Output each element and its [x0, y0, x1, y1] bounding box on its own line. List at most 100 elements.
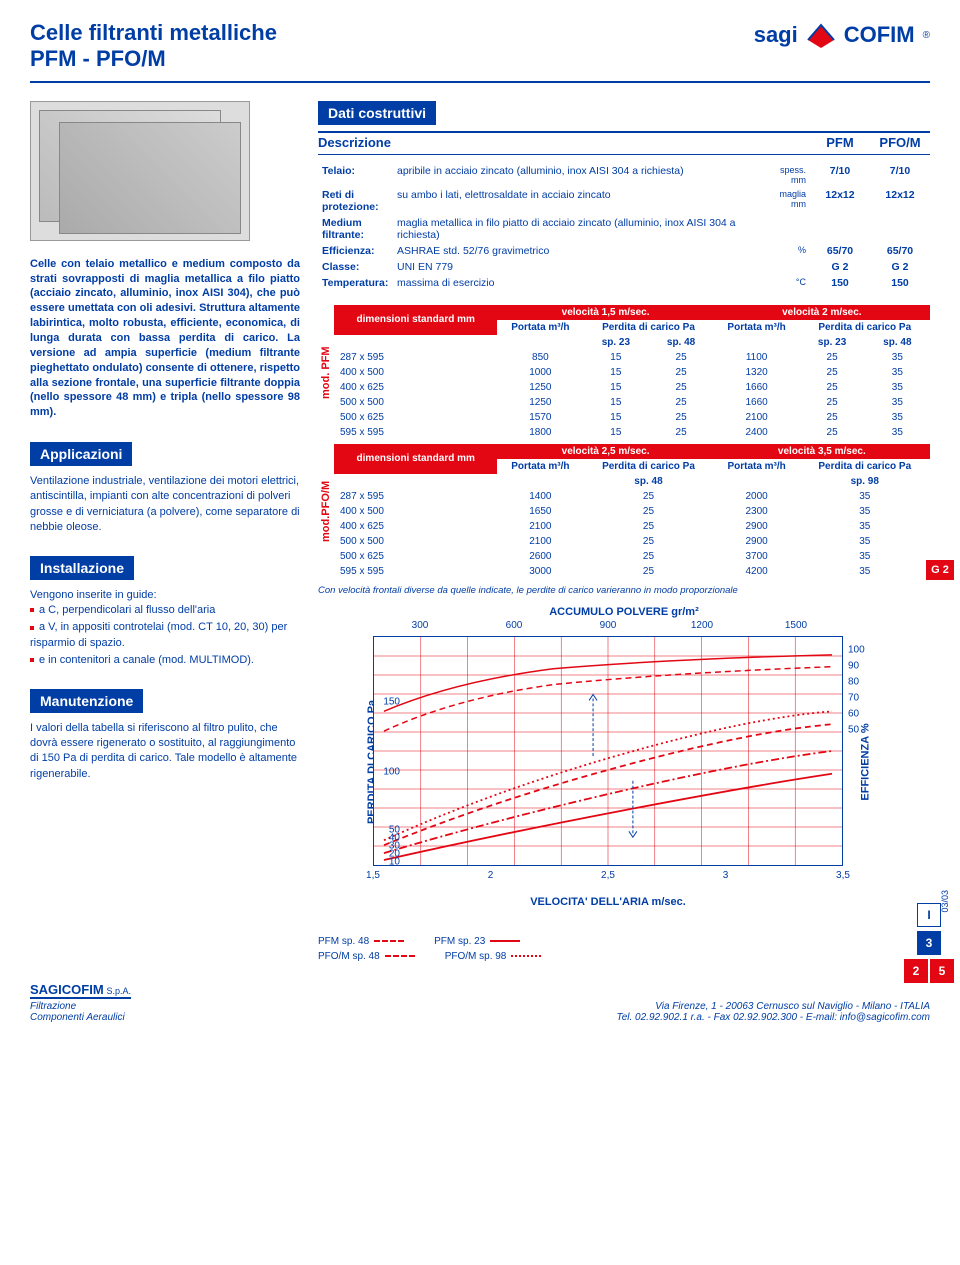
perf-cell: 15 [583, 365, 648, 380]
spec-table: Telaio:apribile in acciaio zincato (allu… [318, 163, 930, 291]
footer-addr: Via Firenze, 1 - 20063 Cernusco sul Navi… [617, 1001, 930, 1012]
legend-label: PFM sp. 48 [318, 936, 369, 947]
perf-cell: 1320 [714, 365, 800, 380]
footer-sub2: Componenti Aeraulici [30, 1012, 131, 1023]
perf-cell: 25 [583, 549, 713, 564]
dati-heading: Dati costruttivi [318, 101, 436, 125]
dati-header-row: Descrizione PFM PFO/M [318, 135, 930, 155]
perf-sp48: sp. 48 [648, 335, 713, 350]
section-installazione-body: Vengono inserite in guide: a C, perpendi… [30, 588, 300, 669]
perf-sp98: sp. 98 [800, 474, 930, 489]
spec-v2 [870, 215, 930, 243]
logo-icon [806, 20, 836, 50]
footer-right: Via Firenze, 1 - 20063 Cernusco sul Navi… [617, 1001, 930, 1023]
x-tick: 1,5 [366, 870, 380, 881]
spec-unit: spess. mm [759, 163, 810, 187]
perf-cell: 1250 [497, 395, 583, 410]
page-header: Celle filtranti metalliche PFM - PFO/M s… [30, 20, 930, 83]
chart-legend: PFM sp. 48PFM sp. 23PFO/M sp. 48PFO/M sp… [318, 936, 930, 962]
perf-portata-head: Portata m³/h [714, 320, 800, 335]
spec-key: Medium filtrante: [318, 215, 393, 243]
perf-cell: 25 [800, 395, 865, 410]
main-content: Celle con telaio metallico e medium comp… [30, 101, 930, 962]
title-line-1: Celle filtranti metalliche [30, 20, 277, 46]
perf-cell: 25 [648, 350, 713, 365]
spec-desc: maglia metallica in filo piatto di accia… [393, 215, 759, 243]
perf-cell: 1800 [497, 425, 583, 440]
perf-cell: 35 [865, 380, 930, 395]
perf-perdita-head: Perdita di carico Pa [800, 320, 931, 335]
perf-cell: 15 [583, 380, 648, 395]
spec-v2: 12x12 [870, 187, 930, 215]
perf-cell: 25 [800, 365, 865, 380]
right-column: Dati costruttivi Descrizione PFM PFO/M T… [318, 101, 930, 962]
section-manutenzione-heading: Manutenzione [30, 689, 143, 713]
perf-vel1-head: velocità 2,5 m/sec. [497, 444, 713, 459]
perf-cell: 35 [865, 395, 930, 410]
perf-cell: 400 x 625 [334, 380, 497, 395]
perf-sp48: sp. 48 [583, 474, 713, 489]
page-title: Celle filtranti metalliche PFM - PFO/M [30, 20, 277, 73]
spec-desc: ASHRAE std. 52/76 gravimetrico [393, 243, 759, 259]
perf-pfom-label: mod.PFO/M [318, 444, 334, 579]
spec-unit: °C [759, 275, 810, 291]
perf-cell: 25 [800, 425, 865, 440]
perf-cell: 25 [648, 425, 713, 440]
chart-title: ACCUMULO POLVERE gr/m² [318, 606, 930, 618]
perf-cell: 25 [583, 564, 713, 579]
spec-key: Classe: [318, 259, 393, 275]
perf-cell: 35 [865, 350, 930, 365]
perf-cell: 1100 [714, 350, 800, 365]
top-tick: 600 [506, 620, 523, 631]
perf-cell: 500 x 500 [334, 534, 497, 549]
badge-3: 3 [917, 931, 941, 955]
perf-cell: 1650 [497, 504, 583, 519]
perf-sp23: sp. 23 [583, 335, 648, 350]
top-tick: 1500 [785, 620, 807, 631]
side-badges: I 3 2 5 [904, 903, 954, 983]
perf-cell: 1570 [497, 410, 583, 425]
perf-cell: 595 x 595 [334, 564, 497, 579]
spec-unit: % [759, 243, 810, 259]
y2-tick: 80 [848, 676, 859, 687]
perf-cell: 1400 [497, 489, 583, 504]
y2-tick: 50 [848, 724, 859, 735]
perf-cell: 15 [583, 350, 648, 365]
perf-vel2-head: velocità 2 m/sec. [714, 305, 930, 320]
badge-2: 2 [904, 959, 928, 983]
badge-g2: G 2 [926, 560, 954, 580]
perf-cell: 25 [583, 504, 713, 519]
perf-cell: 3000 [497, 564, 583, 579]
spec-v1: 150 [810, 275, 870, 291]
chart-y2-label: EFFICIENZA % [859, 723, 871, 800]
perf-cell: 2100 [497, 519, 583, 534]
perf-cell: 4200 [714, 564, 800, 579]
y2-tick: 60 [848, 708, 859, 719]
perf-cell: 3700 [714, 549, 800, 564]
legend-line [511, 955, 541, 957]
y-tick: 150 [370, 696, 400, 707]
perf-cell: 1660 [714, 395, 800, 410]
perf-cell: 25 [648, 365, 713, 380]
list-item: a C, perpendicolari al flusso dell'aria [30, 603, 300, 618]
x-tick: 2 [488, 870, 494, 881]
section-installazione-heading: Installazione [30, 556, 134, 580]
top-tick: 900 [600, 620, 617, 631]
perf-cell: 850 [497, 350, 583, 365]
divider [318, 131, 930, 133]
top-tick: 300 [412, 620, 429, 631]
left-column: Celle con telaio metallico e medium comp… [30, 101, 300, 962]
spec-v1: 7/10 [810, 163, 870, 187]
perf-cell: 500 x 625 [334, 410, 497, 425]
perf-pfom-wrap: mod.PFO/M dimensioni standard mm velocit… [318, 444, 930, 579]
perf-cell: 35 [800, 519, 930, 534]
footer-left: SAGICOFIM S.p.A. Filtrazione Componenti … [30, 982, 131, 1023]
installazione-intro: Vengono inserite in guide: [30, 588, 300, 603]
perf-cell: 2900 [714, 534, 800, 549]
legend-item: PFO/M sp. 98 [445, 951, 542, 962]
footer-spa: S.p.A. [106, 986, 131, 996]
perf-cell: 2100 [497, 534, 583, 549]
perf-perdita-head: Perdita di carico Pa [583, 459, 713, 474]
perf-cell: 500 x 500 [334, 395, 497, 410]
perf-cell: 25 [800, 380, 865, 395]
